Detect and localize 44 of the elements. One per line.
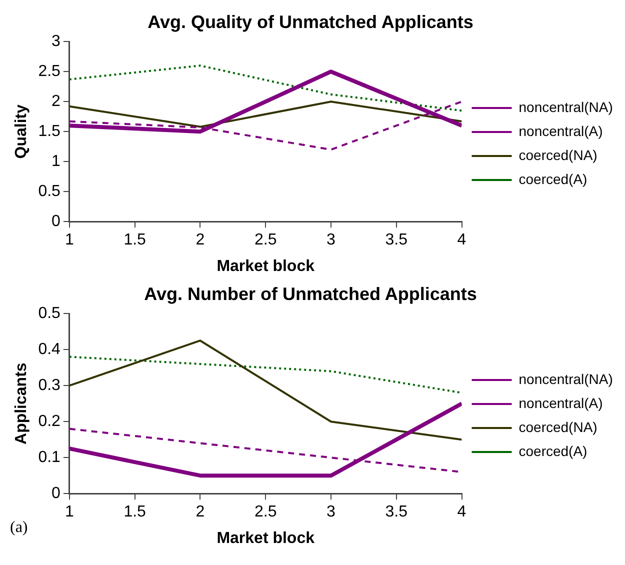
x-tick-label: 1 (64, 504, 74, 521)
legend-label: noncentral(NA) (518, 370, 613, 387)
legend-label: coerced(A) (518, 170, 588, 187)
x-tick-label: 2.5 (254, 232, 277, 249)
legend-label: noncentral(A) (518, 122, 603, 139)
y-tick-label: 3 (52, 33, 61, 50)
x-axis-title: Market block (216, 530, 315, 547)
line-series (69, 64, 462, 112)
x-tick-label: 1.5 (124, 232, 146, 249)
y-tick-label: 0 (52, 213, 61, 230)
x-tick-label: 1 (64, 232, 74, 249)
legend-label: coerced(NA) (518, 418, 598, 435)
x-tick-label: 2 (196, 232, 205, 249)
chart-title: Avg. Number of Unmatched Applicants (144, 284, 477, 304)
y-tick-label: 1 (52, 153, 61, 170)
x-tick-label: 3.5 (385, 504, 408, 521)
x-tick-label: 4 (457, 232, 466, 249)
x-tick-label: 2.5 (254, 504, 277, 521)
legend-label: noncentral(NA) (518, 98, 613, 115)
y-axis-title: Quality (13, 104, 30, 159)
y-tick-label: 0.2 (38, 413, 61, 430)
y-tick-label: 2 (52, 93, 61, 110)
x-tick-label: 2 (196, 504, 205, 521)
y-tick-label: 0.5 (38, 183, 61, 200)
chart-title: Avg. Quality of Unmatched Applicants (148, 12, 474, 32)
x-axis-title: Market block (216, 258, 315, 275)
x-tick-label: 1.5 (124, 504, 146, 521)
x-tick-label: 3.5 (385, 232, 408, 249)
x-tick-label: 4 (457, 504, 466, 521)
legend-label: coerced(NA) (518, 146, 598, 163)
line-series (69, 356, 462, 394)
legend-label: noncentral(A) (518, 394, 603, 411)
x-tick-label: 3 (326, 504, 336, 521)
y-tick-label: 2.5 (38, 63, 61, 80)
y-axis-title: Applicants (13, 362, 30, 444)
y-tick-label: 0 (52, 485, 61, 502)
y-tick-label: 0.5 (38, 305, 61, 322)
y-tick-label: 0.3 (38, 377, 61, 394)
x-tick-label: 3 (326, 232, 336, 249)
legend-label: coerced(A) (518, 442, 588, 459)
y-tick-label: 0.4 (38, 341, 61, 358)
text: (a) (10, 519, 28, 536)
y-tick-label: 1.5 (38, 123, 61, 140)
y-tick-label: 0.1 (38, 449, 61, 466)
